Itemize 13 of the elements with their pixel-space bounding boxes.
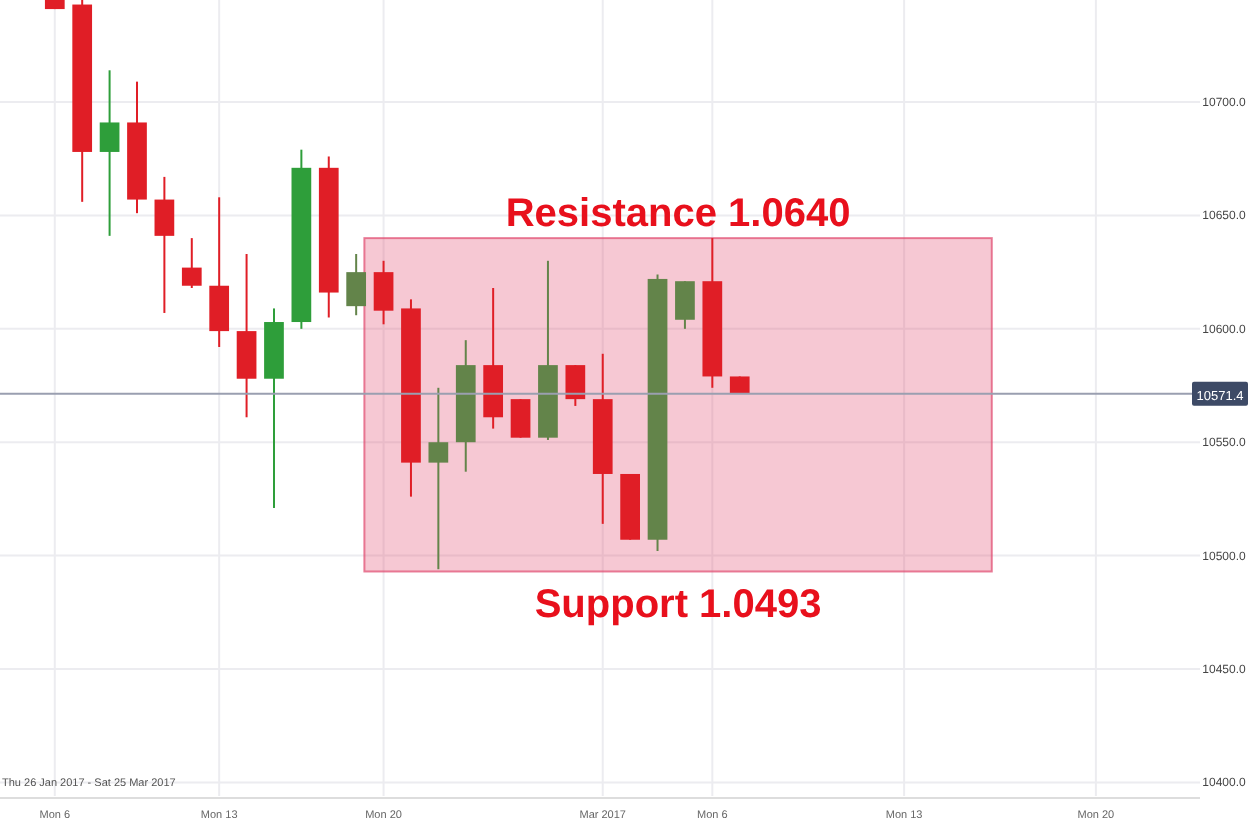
candlestick [236, 252, 257, 419]
candlestick [99, 69, 120, 237]
annotation: Resistance 1.0640 [505, 192, 851, 237]
candlestick [154, 175, 175, 314]
candlestick [565, 364, 586, 407]
candlestick [675, 280, 695, 330]
candlestick [181, 237, 202, 290]
candlestick [510, 398, 531, 439]
candlestick [346, 252, 367, 317]
candlestick [428, 386, 449, 571]
candlestick [209, 196, 230, 348]
candlestick [373, 259, 394, 326]
annotation: Support 1.0493 [534, 583, 822, 628]
